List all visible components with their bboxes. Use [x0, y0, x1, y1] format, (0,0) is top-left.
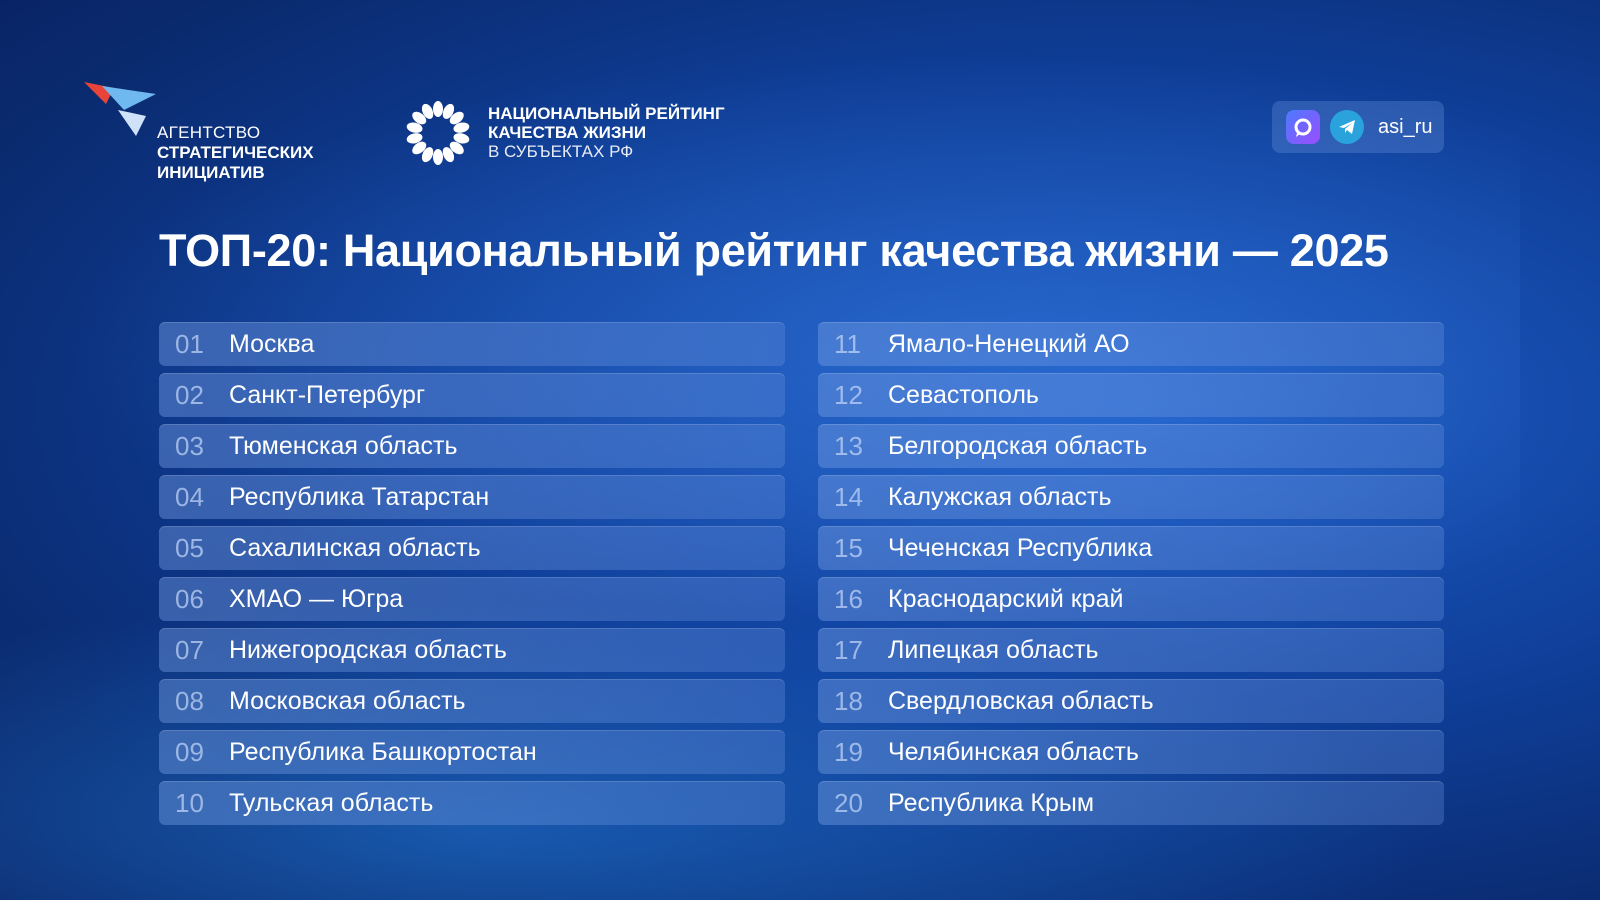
rank-number: 13: [834, 430, 863, 461]
ranking-row: 17 Липецкая область: [818, 628, 1444, 672]
rank-number: 14: [834, 481, 863, 512]
flower-petal: [406, 133, 423, 144]
ranking-row: 01 Москва: [159, 322, 785, 366]
rank-number: 19: [834, 736, 863, 767]
flower-petal: [449, 111, 464, 125]
social-badge[interactable]: asi_ru: [1272, 101, 1444, 153]
region-name: Краснодарский край: [888, 584, 1124, 613]
rank-number: 05: [175, 532, 204, 563]
rank-number: 18: [834, 685, 863, 716]
rank-number: 03: [175, 430, 204, 461]
flower-petal: [453, 122, 470, 133]
russia-map-background: [80, 60, 1520, 620]
rank-number: 17: [834, 634, 863, 665]
rank-number: 09: [175, 736, 204, 767]
region-name: Тюменская область: [229, 431, 458, 460]
region-name: Калужская область: [888, 482, 1112, 511]
ranking-row: 02 Санкт-Петербург: [159, 373, 785, 417]
ranking-row: 08 Московская область: [159, 679, 785, 723]
asi-logo-icon: [84, 82, 156, 136]
ranking-row: 09 Республика Башкортостан: [159, 730, 785, 774]
page-title: ТОП-20: Национальный рейтинг качества жи…: [159, 225, 1389, 276]
ranking-row: 12 Севастополь: [818, 373, 1444, 417]
flower-petal: [453, 133, 470, 144]
region-name: Сахалинская область: [229, 533, 481, 562]
region-name: Нижегородская область: [229, 635, 507, 664]
region-name: Свердловская область: [888, 686, 1154, 715]
ranking-row: 14 Калужская область: [818, 475, 1444, 519]
flower-petal: [449, 141, 464, 155]
ranking-column-right: 11 Ямало-Ненецкий АО 12 Севастополь 13 Белгор…: [818, 322, 1444, 832]
region-name: Санкт-Петербург: [229, 380, 426, 409]
region-name: Московская область: [229, 686, 466, 715]
ranking-row: 06 ХМАО — Югра: [159, 577, 785, 621]
rank-number: 20: [834, 787, 863, 818]
ranking-row: 10 Тульская область: [159, 781, 785, 825]
flower-petal: [421, 147, 434, 163]
ranking-row: 20 Республика Крым: [818, 781, 1444, 825]
ranking-row: 07 Нижегородская область: [159, 628, 785, 672]
ranking-row: 03 Тюменская область: [159, 424, 785, 468]
rank-number: 11: [834, 328, 861, 359]
telegram-icon[interactable]: [1330, 110, 1364, 144]
max-messenger-icon[interactable]: [1286, 110, 1320, 144]
social-handle[interactable]: asi_ru: [1378, 115, 1433, 138]
region-name: Республика Башкортостан: [229, 737, 537, 766]
rank-number: 01: [175, 328, 204, 359]
rank-number: 10: [175, 787, 204, 818]
rank-number: 16: [834, 583, 863, 614]
flower-petal: [412, 141, 427, 155]
flower-petal: [433, 101, 443, 117]
flower-petal: [433, 149, 443, 165]
region-name: Челябинская область: [888, 737, 1139, 766]
rank-number: 06: [175, 583, 204, 614]
region-name: Республика Крым: [888, 788, 1095, 817]
rank-number: 08: [175, 685, 204, 716]
rank-number: 02: [175, 379, 204, 410]
ranking-row: 13 Белгородская область: [818, 424, 1444, 468]
rank-number: 07: [175, 634, 204, 665]
region-name: Белгородская область: [888, 431, 1148, 460]
asi-line1: АГЕНТСТВО: [157, 123, 261, 142]
flower-petal: [442, 103, 455, 119]
region-name: Тульская область: [229, 788, 434, 817]
ranking-row: 11 Ямало-Ненецкий АО: [818, 322, 1444, 366]
rating-line2: КАЧЕСТВА ЖИЗНИ: [488, 123, 647, 142]
rating-line1: НАЦИОНАЛЬНЫЙ РЕЙТИНГ: [488, 104, 725, 123]
region-name: Ямало-Ненецкий АО: [888, 329, 1130, 358]
ranking-row: 15 Чеченская Республика: [818, 526, 1444, 570]
ranking-row: 19 Челябинская область: [818, 730, 1444, 774]
ranking-row: 05 Сахалинская область: [159, 526, 785, 570]
rating-line3: В СУБЪЕКТАХ РФ: [488, 142, 634, 161]
region-name: Республика Татарстан: [229, 482, 490, 511]
ranking-row: 18 Свердловская область: [818, 679, 1444, 723]
region-name: Москва: [229, 329, 315, 358]
ranking-column-left: 01 Москва 02 Санкт-Петербург 03 Тюменская обл…: [159, 322, 785, 832]
ranking-row: 04 Республика Татарстан: [159, 475, 785, 519]
rating-logo-text: НАЦИОНАЛЬНЫЙ РЕЙТИНГ КАЧЕСТВА ЖИЗНИ В СУ…: [488, 104, 725, 161]
region-name: ХМАО — Югра: [229, 584, 404, 613]
region-name: Севастополь: [888, 380, 1039, 409]
asi-logo-text: АГЕНТСТВО СТРАТЕГИЧЕСКИХ ИНИЦИАТИВ: [157, 123, 314, 183]
asi-line2: СТРАТЕГИЧЕСКИХ: [157, 143, 314, 162]
rank-number: 15: [834, 532, 863, 563]
ranking-row: 16 Краснодарский край: [818, 577, 1444, 621]
region-name: Липецкая область: [888, 635, 1099, 664]
region-name: Чеченская Республика: [888, 533, 1153, 562]
rank-number: 04: [175, 481, 204, 512]
flower-petal: [421, 103, 434, 119]
asi-line3: ИНИЦИАТИВ: [157, 163, 265, 182]
flower-petal: [412, 111, 427, 125]
rank-number: 12: [834, 379, 863, 410]
background-glow: [0, 560, 1600, 900]
flower-petal: [406, 122, 423, 133]
flower-petal: [442, 147, 455, 163]
rating-logo-flower-icon: [406, 101, 470, 165]
